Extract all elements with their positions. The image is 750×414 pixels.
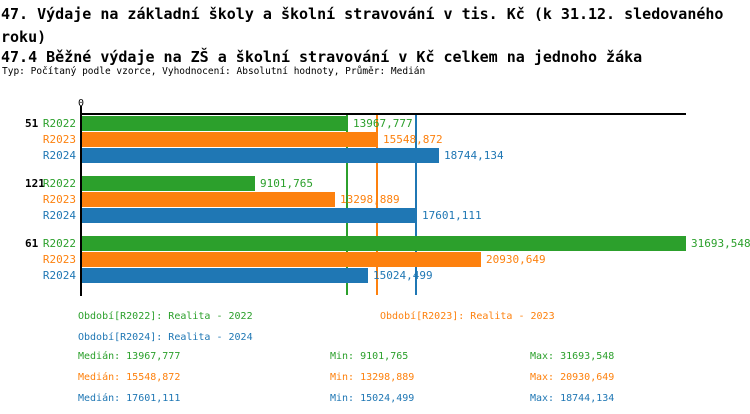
stats-max-1: Max: 20930,649: [530, 372, 615, 383]
category-label-121: 121: [25, 177, 45, 190]
bar-value-label-R2024-51: 18744,134: [444, 149, 504, 162]
series-label-R2023-61: R2023: [42, 253, 76, 266]
x-axis-zero-label: 0: [77, 98, 85, 109]
x-axis-line: [80, 113, 686, 115]
stats-min-2: Min: 15024,499: [330, 393, 415, 404]
bar-value-label-R2024-61: 15024,499: [373, 269, 433, 282]
report-subtitle: 47.4 Běžné výdaje na ZŠ a školní stravov…: [1, 48, 643, 66]
median-line-R2024: [415, 115, 417, 295]
stats-median-2: Medián: 17601,111: [78, 393, 181, 404]
bar-R2022-51: [82, 116, 348, 131]
series-label-R2024-121: R2024: [42, 209, 76, 222]
stats-min-1: Min: 13298,889: [330, 372, 415, 383]
report-title: 47. Výdaje na základní školy a školní st…: [1, 5, 724, 46]
median-line-R2022: [346, 115, 348, 295]
legend-item-0: Období[R2022]: Realita - 2022: [78, 311, 253, 322]
median-line-R2023: [376, 115, 378, 295]
bar-value-label-R2022-51: 13967,777: [353, 117, 413, 130]
bar-value-label-R2022-121: 9101,765: [260, 177, 313, 190]
series-label-R2022-61: R2022: [42, 237, 76, 250]
bar-value-label-R2023-121: 13298,889: [340, 193, 400, 206]
bar-value-label-R2022-61: 31693,548: [691, 237, 750, 250]
bar-value-label-R2023-51: 15548,872: [383, 133, 443, 146]
bar-R2024-51: [82, 148, 439, 163]
legend-item-2: Období[R2024]: Realita - 2024: [78, 332, 253, 343]
stats-min-0: Min: 9101,765: [330, 351, 409, 362]
bar-R2022-121: [82, 176, 255, 191]
bar-R2023-121: [82, 192, 335, 207]
legend-item-1: Období[R2023]: Realita - 2023: [380, 311, 555, 322]
bar-R2022-61: [82, 236, 686, 251]
stats-max-2: Max: 18744,134: [530, 393, 615, 404]
series-label-R2023-121: R2023: [42, 193, 76, 206]
bar-R2024-61: [82, 268, 368, 283]
bar-R2023-61: [82, 252, 481, 267]
series-label-R2022-51: R2022: [42, 117, 76, 130]
category-label-61: 61: [25, 237, 39, 250]
series-label-R2022-121: R2022: [42, 177, 76, 190]
stats-median-1: Medián: 15548,872: [78, 372, 181, 383]
series-label-R2023-51: R2023: [42, 133, 76, 146]
stats-median-0: Medián: 13967,777: [78, 351, 181, 362]
category-label-51: 51: [25, 117, 39, 130]
bar-R2024-121: [82, 208, 417, 223]
bar-value-label-R2023-61: 20930,649: [486, 253, 546, 266]
bar-value-label-R2024-121: 17601,111: [422, 209, 482, 222]
report-meta-line: Typ: Počítaný podle vzorce, Vyhodnocení:…: [2, 66, 426, 77]
series-label-R2024-61: R2024: [42, 269, 76, 282]
y-axis-line: [80, 106, 82, 296]
stats-max-0: Max: 31693,548: [530, 351, 615, 362]
series-label-R2024-51: R2024: [42, 149, 76, 162]
bar-R2023-51: [82, 132, 378, 147]
